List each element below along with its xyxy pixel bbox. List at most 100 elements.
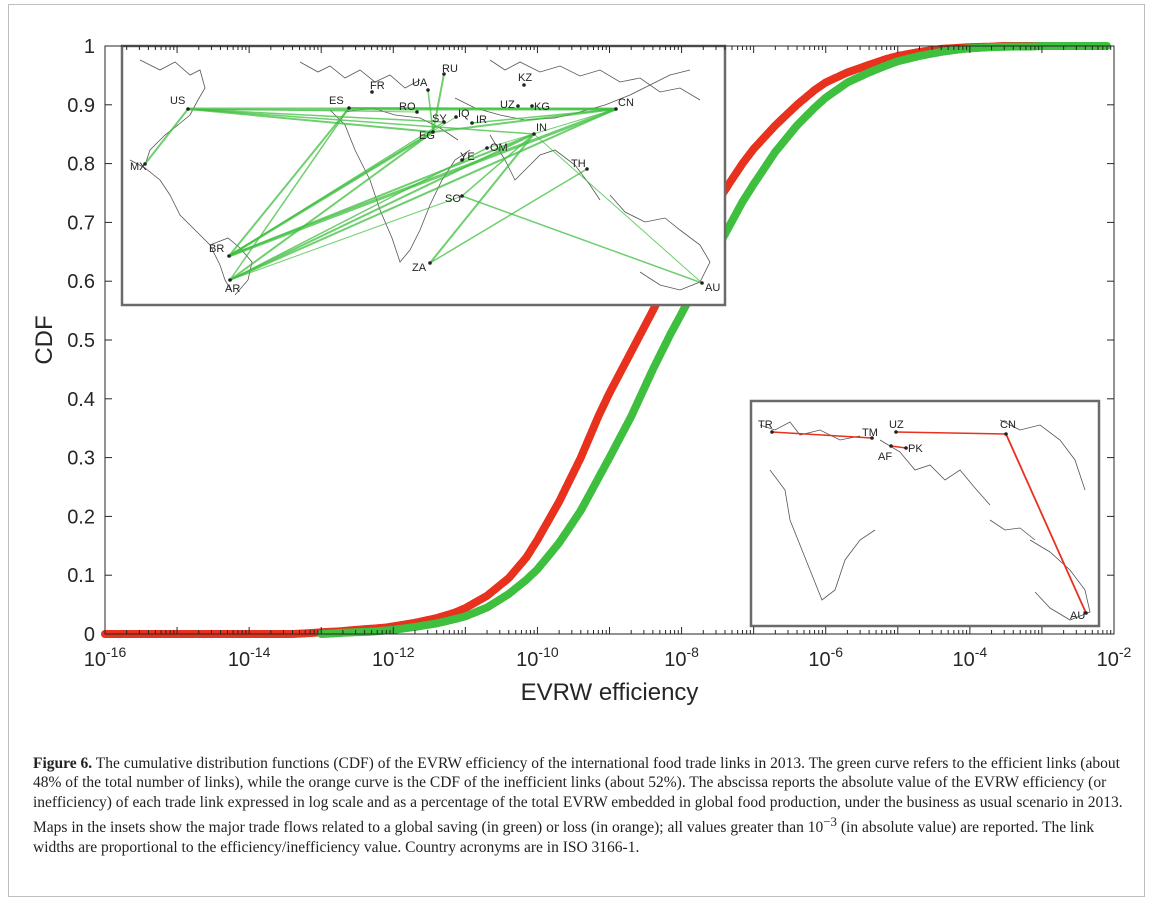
x-tick-label: 10-4 (953, 644, 988, 671)
y-tick-label: 0.7 (67, 212, 95, 234)
country-label: TH (571, 158, 586, 170)
country-point (1004, 432, 1008, 436)
orange-trade-inset-map: TR TM UZ AF PK CN AU (749, 399, 1101, 628)
country-point (442, 120, 446, 124)
y-tick-label: 0.8 (67, 154, 95, 176)
coastline (769, 469, 876, 601)
country-label: ES (329, 95, 344, 107)
trade-link (229, 133, 535, 281)
country-label: BR (209, 243, 224, 255)
x-tick-exponent: -16 (106, 644, 126, 660)
series-efficient (317, 41, 1112, 638)
x-tick-base: 10 (228, 649, 250, 671)
country-label: KZ (518, 72, 532, 84)
country-label: TR (758, 419, 773, 431)
country-point (431, 130, 435, 134)
country-point (530, 104, 534, 108)
y-tick-label: 0.9 (67, 95, 95, 117)
coastline (329, 109, 471, 263)
trade-link (228, 107, 617, 258)
y-tick-label: 0.4 (67, 389, 95, 411)
country-point (889, 444, 893, 448)
x-tick-label: 10-2 (1097, 644, 1132, 671)
x-tick-exponent: -6 (831, 644, 844, 660)
x-tick-base: 10 (953, 649, 975, 671)
trade-link (461, 195, 703, 284)
country-label: SO (445, 193, 461, 205)
country-point (442, 72, 446, 76)
x-tick-exponent: -12 (394, 644, 414, 660)
coastline (139, 59, 206, 166)
country-label: IN (536, 122, 547, 134)
country-label: UZ (500, 99, 515, 111)
trade-link (348, 107, 617, 110)
country-point (700, 281, 704, 285)
country-label: UZ (889, 419, 904, 431)
trade-link (187, 108, 535, 135)
country-point (614, 107, 618, 111)
country-label: FR (370, 80, 385, 92)
x-tick-exponent: -14 (250, 644, 270, 660)
country-point (370, 90, 374, 94)
x-tick-label: 10-14 (228, 644, 271, 671)
country-label: MX (130, 161, 147, 173)
x-tick-label: 10-8 (664, 644, 699, 671)
x-tick-exponent: -8 (686, 644, 699, 660)
caption-text-1: The cumulative distribution functions (C… (33, 755, 1123, 837)
x-axis-label: EVRW efficiency (521, 679, 699, 706)
trade-link (228, 107, 350, 257)
country-label: PK (908, 443, 923, 455)
trade-link (461, 133, 535, 197)
x-tick-label: 10-16 (84, 644, 127, 671)
trade-link (229, 108, 617, 281)
trade-link (427, 89, 434, 133)
country-label: AU (1070, 610, 1085, 622)
country-label: AR (225, 283, 240, 295)
country-label: AU (705, 282, 720, 294)
inset-frame (120, 44, 727, 307)
coastline (129, 159, 233, 293)
coastline (609, 194, 711, 291)
x-tick-base: 10 (516, 649, 538, 671)
x-tick-exponent: -4 (975, 644, 988, 660)
country-point (228, 278, 232, 282)
country-point (485, 146, 489, 150)
x-tick-label: 10-12 (372, 644, 415, 671)
country-label: AF (878, 451, 892, 463)
country-point (460, 158, 464, 162)
trade-link (187, 108, 418, 113)
figure-caption: Figure 6. The cumulative distribution fu… (33, 754, 1128, 857)
coastline (209, 237, 253, 296)
country-label: IQ (458, 108, 470, 120)
coastline (759, 421, 861, 441)
trade-link (895, 431, 1007, 435)
trade-link (471, 108, 617, 124)
y-tick-label: 0.6 (67, 271, 95, 293)
coastline (1029, 539, 1091, 621)
country-point (415, 110, 419, 114)
country-point (516, 104, 520, 108)
y-tick-label: 0 (84, 624, 95, 646)
country-point (770, 430, 774, 434)
trade-link (229, 107, 350, 281)
country-point (532, 132, 536, 136)
country-label: ZA (412, 262, 427, 274)
country-label: IR (476, 114, 487, 126)
country-label: RO (399, 101, 416, 113)
x-tick-base: 10 (1097, 649, 1119, 671)
country-point (904, 446, 908, 450)
x-tick-base: 10 (808, 649, 830, 671)
y-tick-label: 0.2 (67, 506, 95, 528)
trade-link (144, 108, 189, 165)
x-tick-exponent: -10 (538, 644, 558, 660)
country-point (1084, 611, 1088, 615)
coastline (879, 439, 991, 506)
trade-link (533, 133, 703, 284)
y-tick-label: 1 (84, 36, 95, 58)
figure-label: Figure 6. (33, 755, 93, 772)
y-tick-label: 0.3 (67, 448, 95, 470)
y-tick-label: 0.5 (67, 330, 95, 352)
coastline (299, 61, 421, 89)
coastline (489, 59, 701, 101)
trade-link (187, 108, 445, 123)
